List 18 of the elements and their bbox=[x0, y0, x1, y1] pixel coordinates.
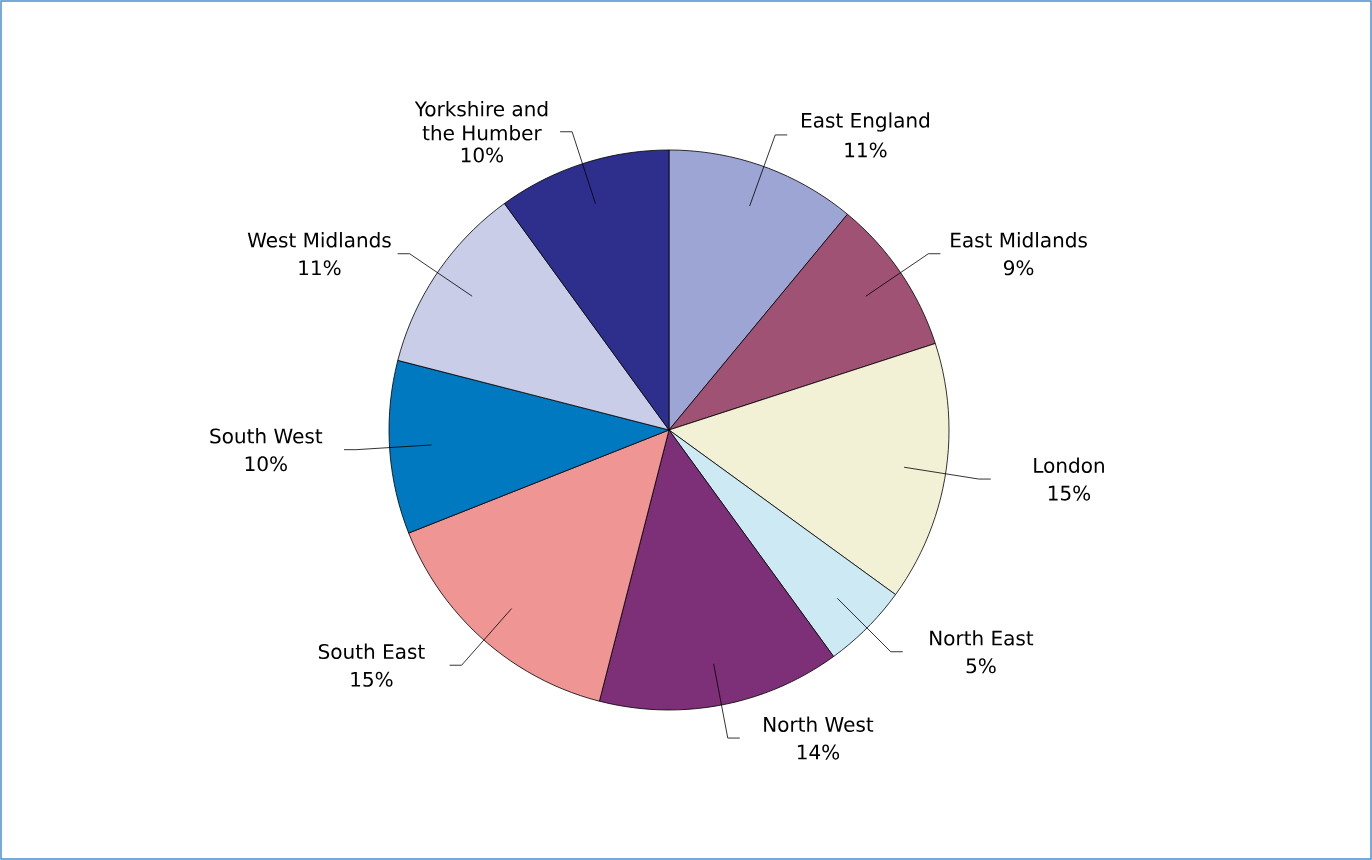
slice-label: East England bbox=[802, 112, 929, 132]
slice-label: North East bbox=[930, 630, 1034, 646]
slice-label: West Midlands bbox=[247, 232, 391, 248]
slice-label: South East bbox=[318, 643, 425, 660]
slice-label: Yorkshire and the Humber bbox=[414, 100, 548, 141]
slice-label: South West bbox=[210, 428, 323, 444]
data-label: 9% bbox=[1003, 260, 1034, 276]
data-label: 15% bbox=[1048, 485, 1091, 501]
data-label: 11% bbox=[845, 142, 887, 158]
data-label: 5% bbox=[966, 658, 996, 674]
slice-label: North West bbox=[764, 716, 874, 732]
legend-label: London bbox=[1034, 457, 1104, 473]
data-label: 10% bbox=[461, 147, 504, 163]
data-label: 15% bbox=[351, 671, 393, 687]
data-label: 11% bbox=[299, 260, 341, 276]
slice-label: East Midlands bbox=[951, 232, 1087, 248]
data-label: 10% bbox=[245, 456, 287, 472]
data-label: 14% bbox=[797, 744, 840, 760]
